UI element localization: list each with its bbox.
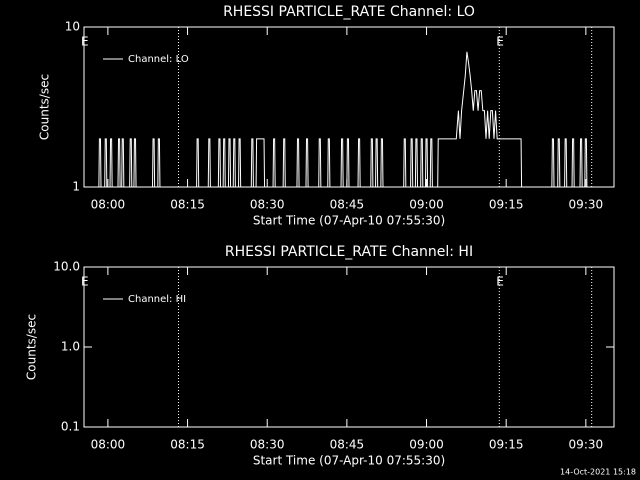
y-tick-label: 1.0 <box>61 340 80 354</box>
x-tick-label: 09:15 <box>489 438 524 452</box>
event-marker: E <box>81 35 89 49</box>
x-tick-label: 09:30 <box>569 438 604 452</box>
x-tick-label: 09:15 <box>489 198 524 212</box>
x-axis-label: Start Time (07-Apr-10 07:55:30) <box>253 214 445 228</box>
event-marker: E <box>496 35 504 49</box>
y-tick-label: 0.1 <box>61 420 80 434</box>
x-tick-label: 08:30 <box>250 438 285 452</box>
x-tick-label: 08:00 <box>91 198 126 212</box>
plot-frame <box>83 266 615 428</box>
x-tick-label: 09:00 <box>409 198 444 212</box>
legend-label: Channel: LO <box>128 54 189 65</box>
event-marker: E <box>81 275 89 289</box>
data-line <box>86 51 613 188</box>
chart-title: RHESSI PARTICLE_RATE Channel: LO <box>223 4 475 20</box>
x-tick-label: 08:45 <box>330 198 365 212</box>
y-tick-label: 1 <box>72 180 80 194</box>
x-axis-label: Start Time (07-Apr-10 07:55:30) <box>253 454 445 468</box>
x-tick-label: 08:00 <box>91 438 126 452</box>
footer-timestamp: 14-Oct-2021 15:18 <box>560 468 636 477</box>
x-tick-label: 09:00 <box>409 438 444 452</box>
y-tick-label: 10 <box>65 20 80 34</box>
x-tick-label: 08:15 <box>170 438 205 452</box>
x-tick-label: 08:15 <box>170 198 205 212</box>
y-axis-label: Counts/sec <box>38 74 52 140</box>
x-tick-label: 08:30 <box>250 198 285 212</box>
x-tick-label: 09:30 <box>569 198 604 212</box>
y-axis-label: Counts/sec <box>25 314 39 380</box>
legend-label: Channel: HI <box>128 294 186 305</box>
y-tick-label: 10.0 <box>53 260 80 274</box>
chart-title: RHESSI PARTICLE_RATE Channel: HI <box>225 244 473 260</box>
event-marker: E <box>496 275 504 289</box>
x-tick-label: 08:45 <box>330 438 365 452</box>
